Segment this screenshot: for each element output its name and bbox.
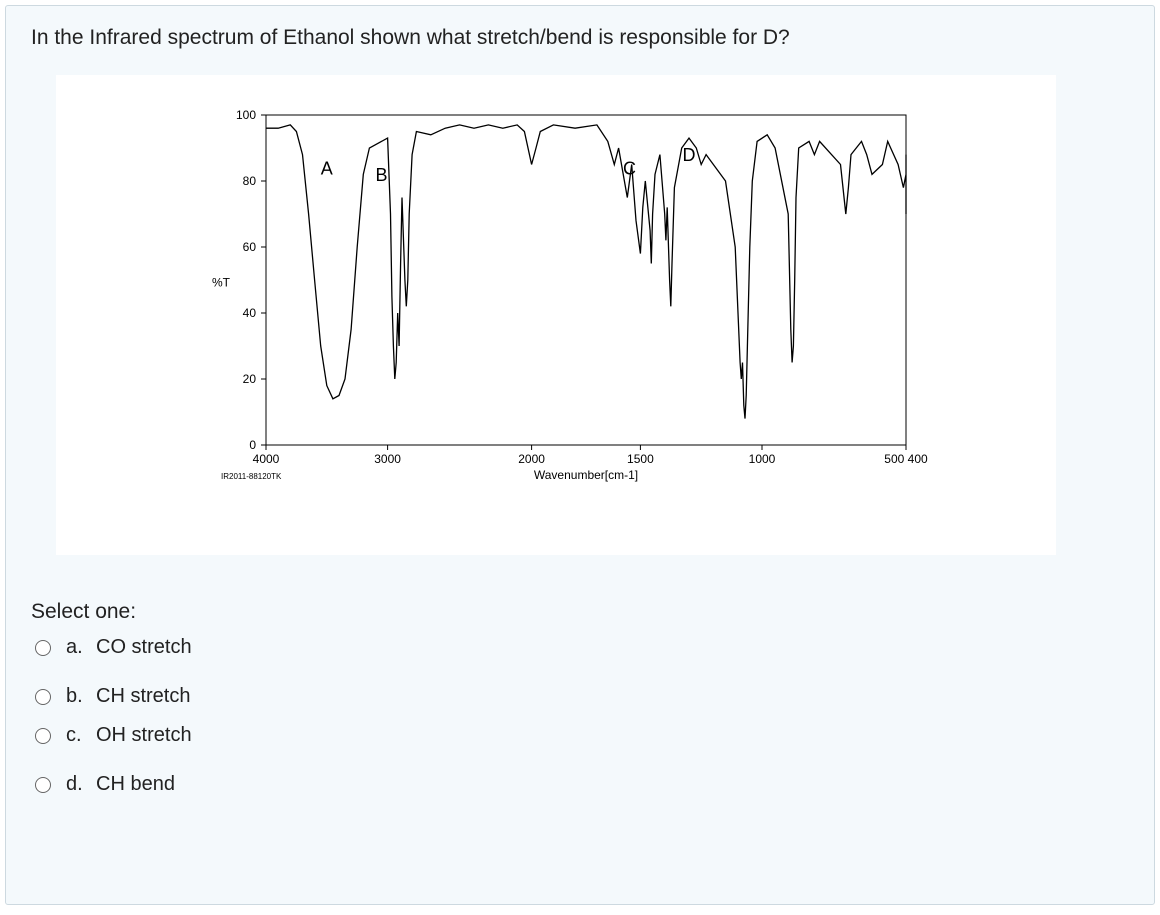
- options-list: a. CO stretch b. CH stretch c. OH stretc…: [31, 636, 1129, 796]
- option-b[interactable]: b. CH stretch: [35, 685, 1129, 708]
- svg-text:3000: 3000: [374, 452, 401, 466]
- svg-text:2000: 2000: [518, 452, 545, 466]
- option-letter: d.: [66, 773, 96, 796]
- radio-icon[interactable]: [35, 640, 51, 656]
- option-letter: b.: [66, 685, 96, 708]
- question-card: In the Infrared spectrum of Ethanol show…: [5, 5, 1155, 905]
- radio-icon[interactable]: [35, 777, 51, 793]
- svg-text:0: 0: [249, 438, 256, 452]
- option-a[interactable]: a. CO stretch: [35, 636, 1129, 659]
- svg-text:500 400: 500 400: [884, 452, 928, 466]
- svg-text:20: 20: [243, 372, 257, 386]
- svg-text:4000: 4000: [253, 452, 280, 466]
- svg-text:A: A: [321, 158, 333, 178]
- option-d[interactable]: d. CH bend: [35, 773, 1129, 796]
- option-text: OH stretch: [96, 724, 192, 747]
- svg-text:IR2011-88120TK: IR2011-88120TK: [221, 472, 282, 481]
- option-text: CH bend: [96, 773, 175, 796]
- radio-icon[interactable]: [35, 728, 51, 744]
- svg-text:1500: 1500: [627, 452, 654, 466]
- svg-text:B: B: [376, 165, 388, 185]
- option-text: CO stretch: [96, 636, 192, 659]
- option-letter: a.: [66, 636, 96, 659]
- select-one-label: Select one:: [31, 600, 1129, 624]
- svg-text:Wavenumber[cm-1]: Wavenumber[cm-1]: [534, 468, 638, 482]
- svg-text:1000: 1000: [749, 452, 776, 466]
- svg-text:D: D: [683, 145, 696, 165]
- radio-icon[interactable]: [35, 689, 51, 705]
- svg-text:40: 40: [243, 306, 257, 320]
- svg-text:60: 60: [243, 240, 257, 254]
- svg-text:80: 80: [243, 174, 257, 188]
- chart-svg: 0 20 40 60 80 100 4000 3000 2000 1500 1000 500 400%…: [206, 105, 966, 525]
- question-text: In the Infrared spectrum of Ethanol show…: [31, 26, 1129, 50]
- svg-text:C: C: [623, 158, 636, 178]
- svg-text:%T: %T: [212, 276, 231, 290]
- ir-spectrum-chart: 0 20 40 60 80 100 4000 3000 2000 1500 1000 500 400%…: [56, 75, 1056, 555]
- svg-text:100: 100: [236, 108, 256, 122]
- option-letter: c.: [66, 724, 96, 747]
- option-text: CH stretch: [96, 685, 190, 708]
- option-c[interactable]: c. OH stretch: [35, 724, 1129, 747]
